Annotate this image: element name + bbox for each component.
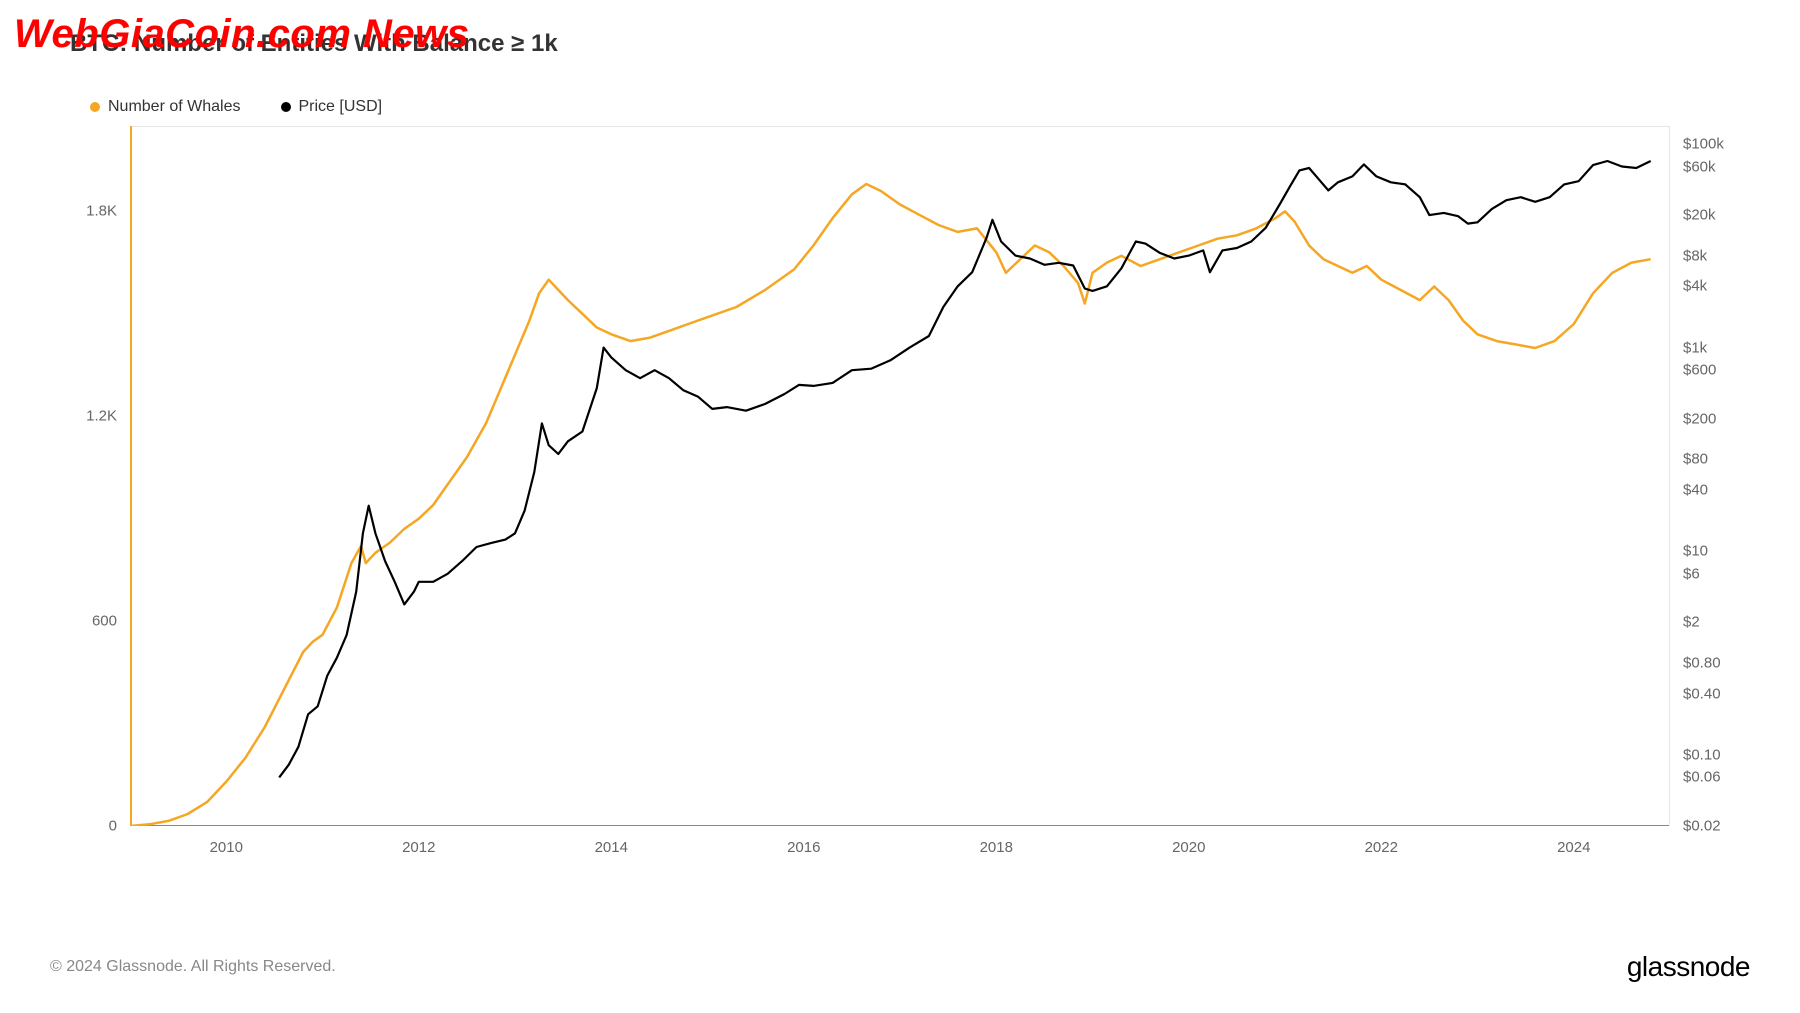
chart-container: WebGiaCoin.com News BTC: Number of Entit… <box>0 0 1800 1013</box>
legend-label-price: Price [USD] <box>299 98 383 116</box>
y-right-tick: $2 <box>1683 614 1700 631</box>
y-right-tick: $200 <box>1683 410 1716 427</box>
plot-area: 0 600 1.2K 1.8K $0.02 $0.06 $0.10 $0.40 $0.80 $2… <box>50 126 1750 866</box>
chart-svg <box>130 126 1670 826</box>
y-left-tick: 1.2K <box>86 408 117 425</box>
y-right-tick: $40 <box>1683 481 1708 498</box>
x-tick: 2010 <box>210 839 243 856</box>
y-right-tick: $600 <box>1683 362 1716 379</box>
y-right-tick: $4k <box>1683 278 1707 295</box>
y-left-tick: 0 <box>109 818 117 835</box>
x-tick: 2018 <box>980 839 1013 856</box>
x-tick: 2012 <box>402 839 435 856</box>
legend: Number of Whales Price [USD] <box>90 98 1750 116</box>
y-right-tick: $0.80 <box>1683 654 1721 671</box>
x-tick: 2014 <box>595 839 628 856</box>
watermark-overlay: WebGiaCoin.com News <box>14 12 470 57</box>
x-axis: 2010 2012 2014 2016 2018 2020 2022 2024 <box>130 831 1670 866</box>
x-tick: 2020 <box>1172 839 1205 856</box>
y-right-tick: $1k <box>1683 339 1707 356</box>
copyright-text: © 2024 Glassnode. All Rights Reserved. <box>50 958 336 976</box>
legend-dot-price <box>281 102 291 112</box>
series-whales-line <box>130 184 1651 826</box>
legend-dot-whales <box>90 102 100 112</box>
legend-label-whales: Number of Whales <box>108 98 241 116</box>
x-tick: 2016 <box>787 839 820 856</box>
y-right-tick: $100k <box>1683 135 1724 152</box>
y-axis-right: $0.02$0.06$0.10$0.40$0.80$2$6$10$40$80$2… <box>1675 126 1750 826</box>
y-right-tick: $80 <box>1683 451 1708 468</box>
y-right-tick: $0.40 <box>1683 685 1721 702</box>
legend-item-price: Price [USD] <box>281 98 383 116</box>
y-axis-left: 06001.2K1.8K <box>50 126 125 826</box>
y-right-tick: $60k <box>1683 158 1716 175</box>
y-right-tick: $8k <box>1683 247 1707 264</box>
y-left-tick: 600 <box>92 613 117 630</box>
legend-item-whales: Number of Whales <box>90 98 241 116</box>
y-right-tick: $10 <box>1683 543 1708 560</box>
y-right-tick: $20k <box>1683 207 1716 224</box>
y-right-tick: $0.02 <box>1683 818 1721 835</box>
plot <box>130 126 1670 826</box>
footer: © 2024 Glassnode. All Rights Reserved. g… <box>50 951 1750 983</box>
x-tick: 2022 <box>1365 839 1398 856</box>
brand-logo: glassnode <box>1627 951 1750 983</box>
series-price-line <box>279 161 1651 777</box>
y-right-tick: $0.10 <box>1683 746 1721 763</box>
y-left-tick: 1.8K <box>86 203 117 220</box>
y-right-tick: $0.06 <box>1683 769 1721 786</box>
y-right-tick: $6 <box>1683 565 1700 582</box>
x-tick: 2024 <box>1557 839 1590 856</box>
